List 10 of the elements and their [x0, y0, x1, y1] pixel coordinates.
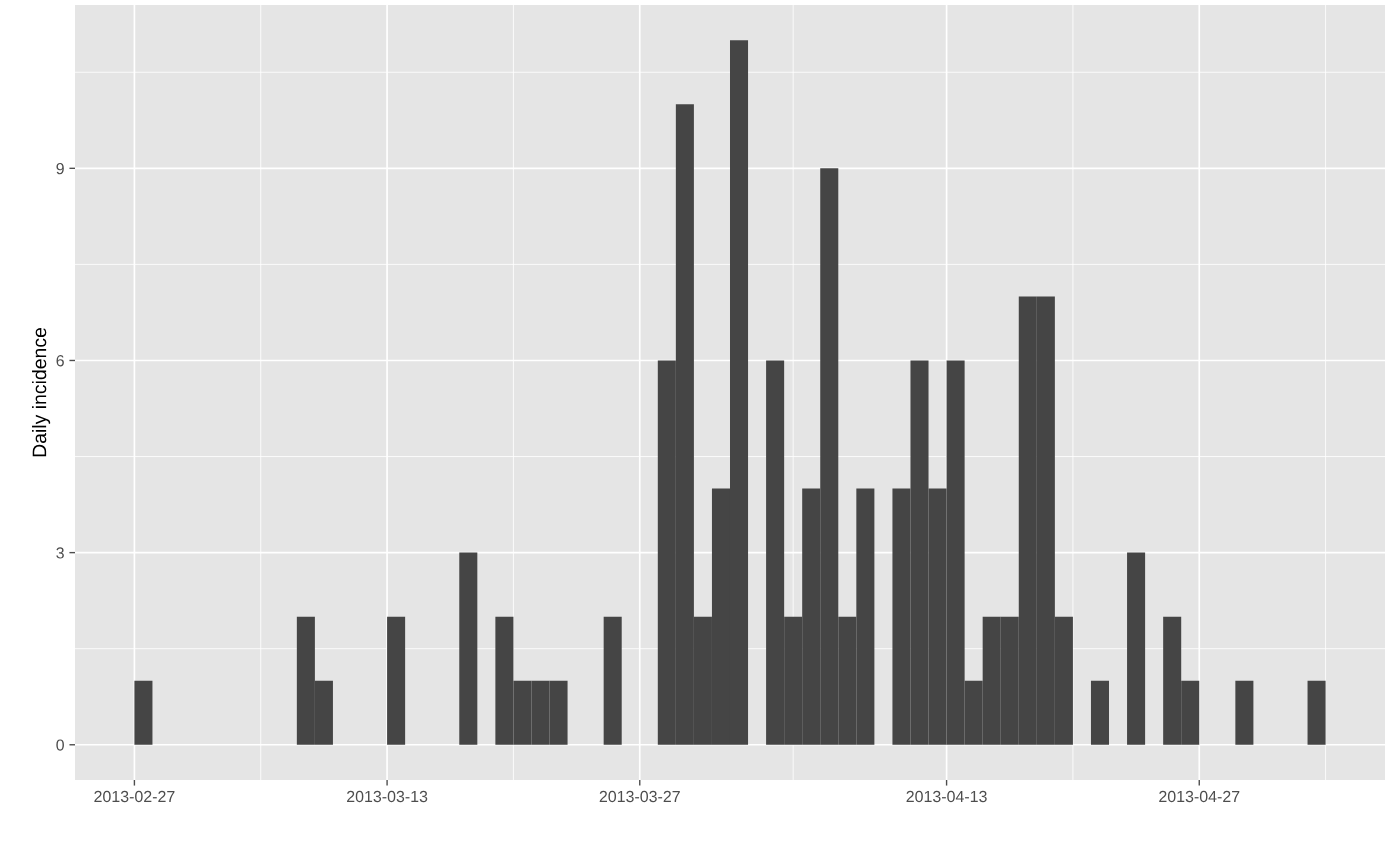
y-axis-title: Daily incidence — [32, 327, 51, 457]
x-tick-label: 2013-04-13 — [906, 790, 987, 803]
y-tick-label: 6 — [56, 355, 64, 367]
x-tick-label: 2013-03-27 — [599, 790, 680, 803]
x-tick-label: 2013-03-13 — [347, 790, 428, 803]
x-tick-label: 2013-02-27 — [94, 790, 175, 803]
x-tick-label: 2013-04-27 — [1159, 790, 1240, 803]
y-tick-label: 3 — [56, 547, 64, 559]
y-tick-label: 0 — [56, 739, 64, 751]
y-tick-label: 9 — [56, 162, 64, 175]
